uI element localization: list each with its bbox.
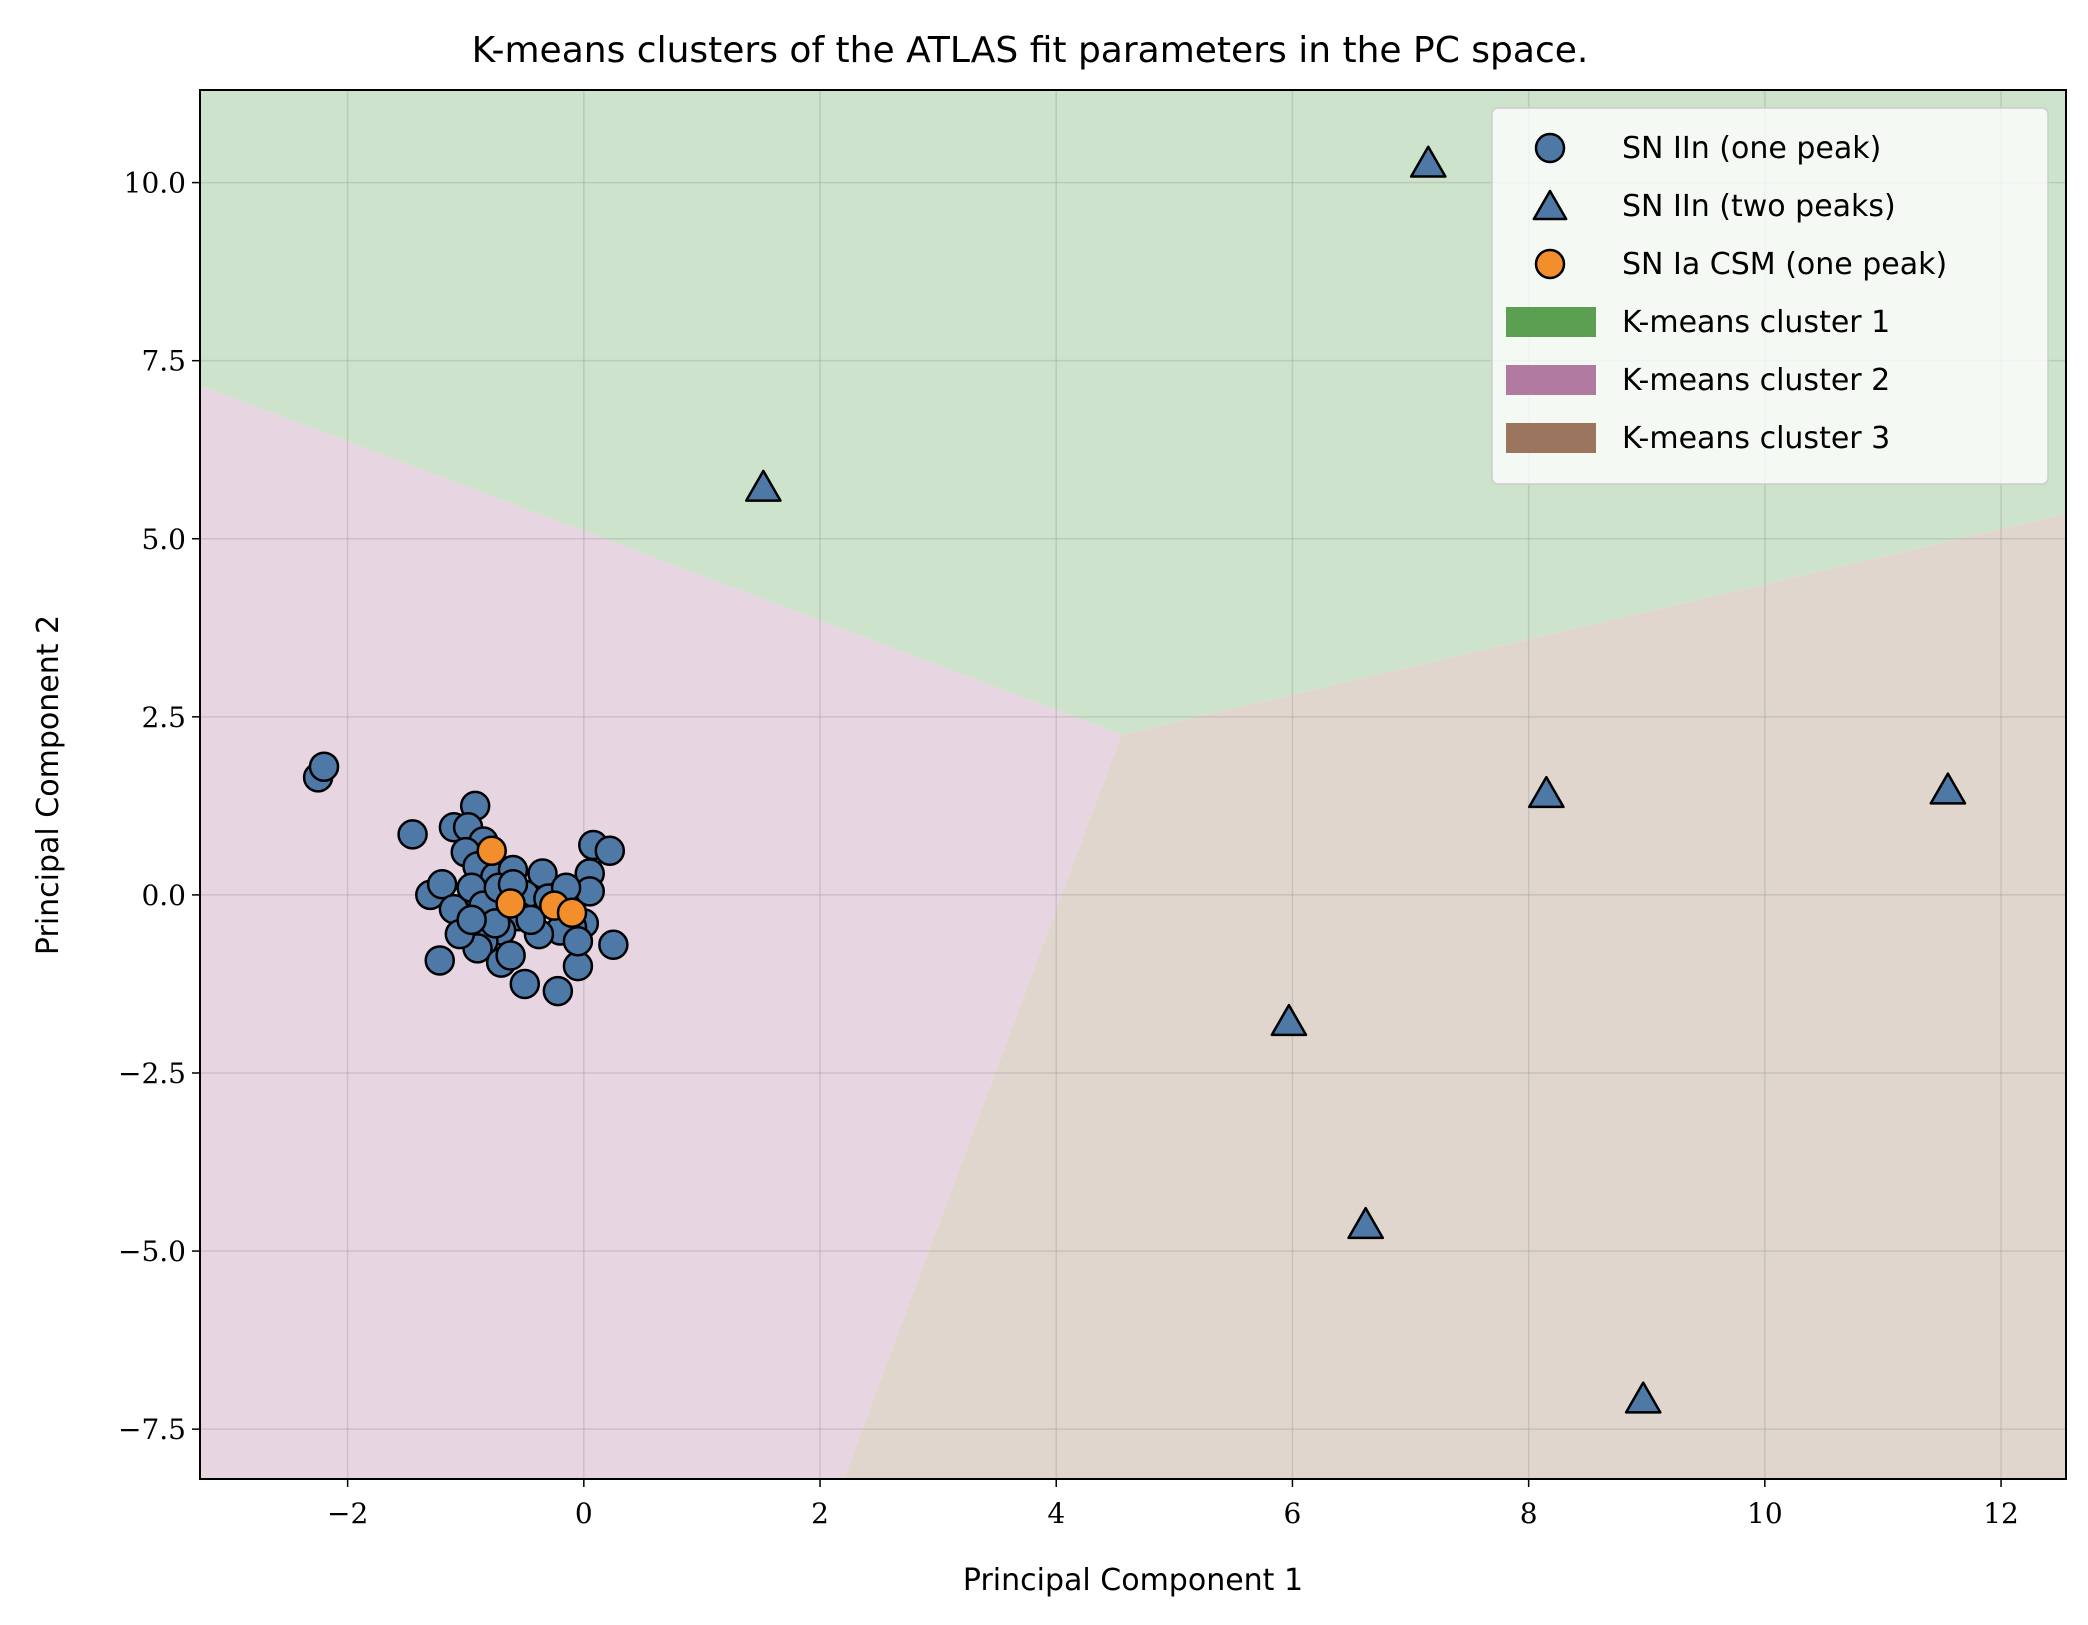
x-tick-label: 10 [1747,1497,1783,1530]
x-tick-label: 8 [1520,1497,1538,1530]
y-tick-label: −5.0 [118,1235,186,1268]
y-tick-label: 10.0 [124,167,186,200]
data-point-1 [424,945,455,976]
data-point-3 [476,835,507,866]
legend-box [1491,107,2049,485]
data-point-1 [308,751,340,782]
legend-label: K-means cluster 3 [1622,421,1890,456]
y-axis-label: Principal Component 2 [31,615,66,955]
data-point-1 [594,835,626,866]
legend-swatch [1506,307,1596,337]
data-point-1 [456,904,487,936]
legend-label: SN IIn (one peak) [1622,131,1881,166]
plot-frame [199,89,2067,1480]
y-tick-label: 2.5 [141,701,186,734]
legend: SN IIn (one peak) SN IIn (two peaks) SN Ia… [1491,107,2049,485]
y-tick-label: 0.0 [141,879,186,912]
data-point-3 [556,897,588,928]
data-point-1 [426,868,458,900]
legend-label: SN Ia CSM (one peak) [1622,247,1947,282]
x-tick-label: −2 [327,1497,368,1530]
data-point-2 [1409,145,1447,178]
data-point-1 [509,968,541,1000]
y-tick-label: −7.5 [118,1413,186,1446]
y-tick-label: 7.5 [141,345,186,378]
legend-marker-circle [1534,132,1566,164]
data-point-3 [495,888,526,919]
y-tick-label: −2.5 [118,1057,186,1090]
legend-marker-triangle [1532,189,1568,221]
data-point-2 [1528,775,1565,809]
x-tick-label: 2 [811,1497,829,1530]
cluster-region-3 [843,513,2066,1479]
data-point-1 [397,819,428,850]
x-tick-label: 12 [1983,1497,2019,1530]
data-point-1 [542,975,574,1007]
legend-label: SN IIn (two peaks) [1622,189,1896,224]
y-tick-label: 5.0 [141,523,186,556]
data-point-1 [515,904,546,936]
data-point-1 [598,929,629,961]
grid [200,90,2066,1479]
legend-swatch [1506,423,1596,453]
x-tick-label: 4 [1047,1497,1065,1530]
data-point-2 [1347,1206,1385,1240]
data-points [302,145,1967,1414]
data-point-2 [1270,1003,1308,1037]
axis-ticks: −2 0 2 4 6 8 10 12 −7.5 −5.0 −2.5 0.0 2.5 5.0 7.5 10.0 [118,167,2019,1530]
chart-title: K-means clusters of the ATLAS fit parame… [472,30,1589,71]
legend-swatch [1506,365,1596,395]
data-point-1 [495,940,526,971]
data-point-2 [1929,772,1967,805]
data-point-2 [744,469,782,502]
cluster-region-2 [200,385,1122,1479]
x-tick-label: 6 [1284,1497,1302,1530]
data-point-1 [562,925,594,957]
legend-marker-circle [1534,248,1566,280]
x-tick-label: 0 [575,1497,593,1530]
legend-label: K-means cluster 1 [1622,305,1890,340]
legend-label: K-means cluster 2 [1622,363,1890,398]
data-point-2 [1624,1381,1662,1414]
x-axis-label: Principal Component 1 [963,1563,1303,1598]
